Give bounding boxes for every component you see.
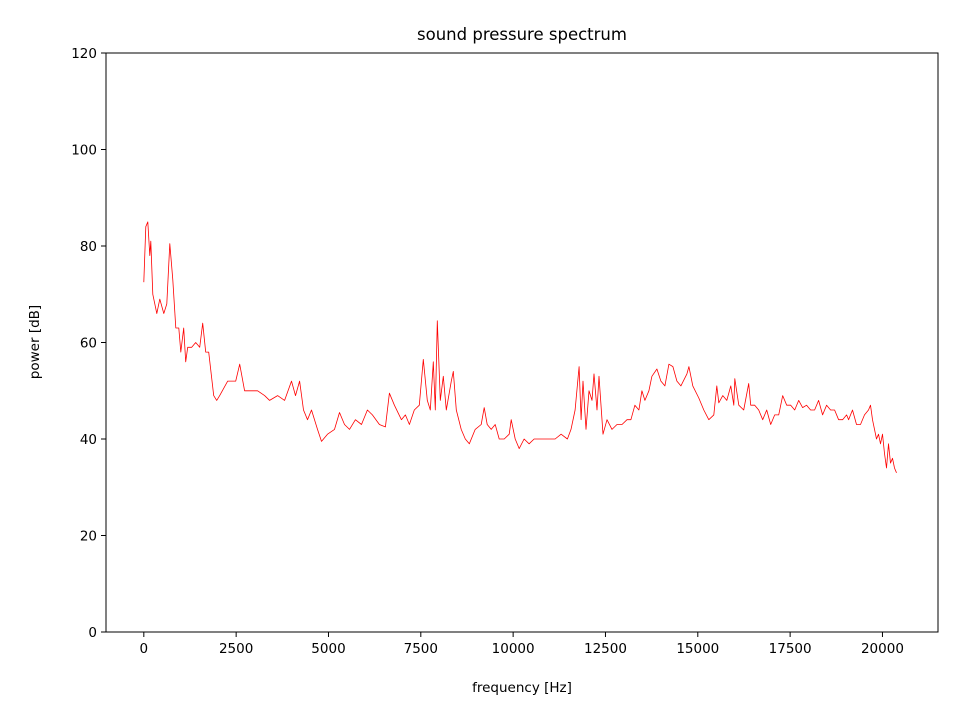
y-tick-label: 60 bbox=[80, 336, 97, 352]
x-tick-label: 10000 bbox=[492, 641, 535, 657]
y-tick-label: 100 bbox=[71, 143, 97, 159]
y-tick-label: 80 bbox=[80, 239, 97, 255]
x-tick-label: 7500 bbox=[404, 641, 438, 657]
ticks: 0 2500 5000 7500 10000 12500 15000 17500 20000 0 2… bbox=[71, 46, 904, 657]
y-tick-label: 120 bbox=[71, 46, 97, 62]
x-tick-label: 2500 bbox=[219, 641, 253, 657]
x-tick-label: 17500 bbox=[769, 641, 812, 657]
y-tick-label: 0 bbox=[88, 625, 97, 641]
y-tick-label: 20 bbox=[80, 529, 97, 545]
x-tick-label: 20000 bbox=[861, 641, 904, 657]
x-tick-label: 12500 bbox=[584, 641, 627, 657]
y-axis-label: power [dB] bbox=[27, 305, 43, 379]
chart-title: sound pressure spectrum bbox=[417, 25, 627, 44]
x-tick-label: 5000 bbox=[311, 641, 345, 657]
x-tick-label: 0 bbox=[140, 641, 149, 657]
series-line bbox=[143, 221, 897, 473]
x-tick-label: 15000 bbox=[676, 641, 719, 657]
plot-frame bbox=[105, 52, 939, 633]
x-axis-label: frequency [Hz] bbox=[472, 680, 572, 696]
y-tick-label: 40 bbox=[80, 432, 97, 448]
